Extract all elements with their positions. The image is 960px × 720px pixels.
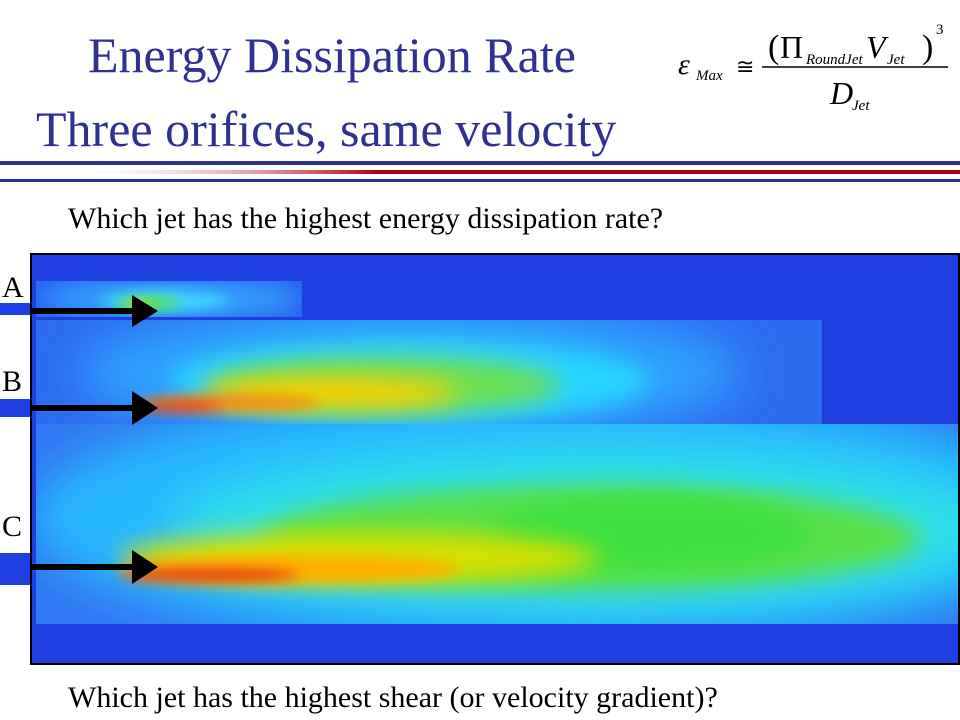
jet-a-arrow — [32, 295, 158, 327]
energy-dissipation-formula: ε Max ≅ ( Π RoundJet V Jet ) 3 D Jet — [678, 22, 948, 114]
jet-label-c: C — [2, 510, 23, 543]
slide-title-line1: Energy Dissipation Rate — [88, 27, 576, 83]
jet-c-bottom-band — [36, 624, 958, 661]
title-divider-rule — [0, 161, 960, 182]
jet-a-domain — [36, 281, 302, 317]
formula-numerator-close: ) — [922, 29, 933, 66]
formula-pi: Π — [780, 29, 803, 65]
formula-epsilon: ε — [678, 48, 690, 81]
formula-velocity-subscript: Jet — [887, 52, 905, 68]
jet-c-domain — [36, 424, 958, 624]
formula-approx-symbol: ≅ — [736, 55, 754, 80]
orifice-c — [0, 553, 32, 585]
formula-velocity: V — [866, 29, 889, 65]
orifice-a — [0, 303, 32, 315]
jet-label-b: B — [2, 365, 23, 398]
orifice-b — [0, 399, 32, 417]
slide-title-line2: Three orifices, same velocity — [36, 101, 617, 157]
question-shear: Which jet has the highest shear (or velo… — [68, 681, 718, 714]
formula-epsilon-subscript: Max — [695, 68, 723, 84]
jet-c-arrow — [32, 550, 158, 584]
jet-b-arrow — [32, 391, 158, 425]
formula-exponent: 3 — [936, 22, 944, 38]
formula-numerator-open: ( — [768, 29, 779, 66]
formula-denominator-subscript: Jet — [852, 98, 870, 114]
jet-simulation-field — [30, 253, 960, 665]
jet-label-a: A — [2, 271, 24, 304]
formula-pi-subscript: RoundJet — [805, 52, 863, 68]
jet-b-domain — [36, 320, 822, 424]
formula-denominator: D — [829, 75, 853, 111]
question-energy-dissipation: Which jet has the highest energy dissipa… — [68, 202, 664, 235]
